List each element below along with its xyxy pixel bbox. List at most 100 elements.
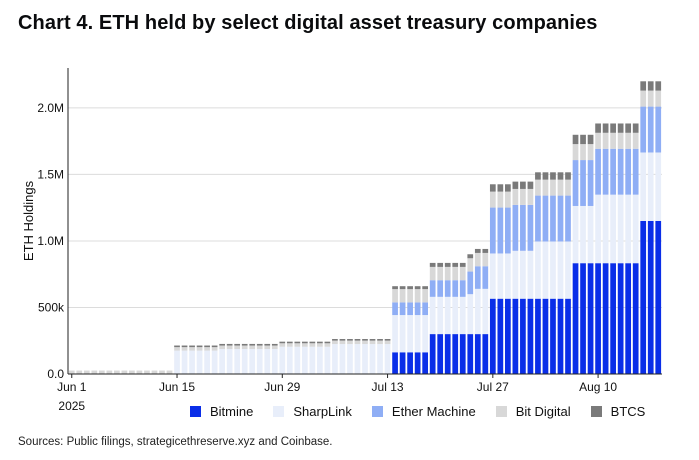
bar-segment xyxy=(174,347,180,351)
legend-item: SharpLink xyxy=(273,404,352,419)
bar-segment xyxy=(474,266,481,289)
bar-segment xyxy=(535,298,541,374)
bar-segment xyxy=(655,106,662,153)
bar-segment xyxy=(301,346,308,374)
bar-segment xyxy=(580,205,586,264)
bar-series xyxy=(68,81,662,374)
bar-segment xyxy=(309,346,316,374)
bar-segment xyxy=(437,296,444,335)
bar-segment xyxy=(647,90,654,107)
bar-segment xyxy=(535,195,541,242)
bar-segment xyxy=(640,106,647,153)
bar-segment xyxy=(204,350,210,374)
bar-segment xyxy=(271,348,278,374)
bar-segment xyxy=(347,339,353,341)
bar-segment xyxy=(595,194,601,264)
bar-segment xyxy=(392,352,398,374)
bar-segment xyxy=(557,172,564,180)
bar-segment xyxy=(422,352,429,374)
bar-segment xyxy=(301,343,308,347)
bar-segment xyxy=(557,179,564,196)
bar-segment xyxy=(520,181,526,189)
bar-segment xyxy=(580,263,586,374)
bar-segment xyxy=(655,81,662,91)
legend-item: Bitmine xyxy=(190,404,253,419)
bar-segment xyxy=(542,195,549,242)
bar-segment xyxy=(527,298,534,374)
bar-segment xyxy=(474,248,481,253)
bar-segment xyxy=(655,221,662,374)
bar-segment xyxy=(369,340,376,345)
bar-segment xyxy=(617,123,624,133)
bar-segment xyxy=(512,181,519,189)
bar-segment xyxy=(467,334,474,374)
bar-segment xyxy=(407,302,413,316)
bar-segment xyxy=(474,252,481,267)
bar-segment xyxy=(399,315,406,353)
bar-segment xyxy=(414,289,421,303)
bar-segment xyxy=(407,286,413,290)
bar-segment xyxy=(407,315,413,353)
bar-segment xyxy=(459,266,466,281)
bar-segment xyxy=(279,346,286,374)
bar-segment xyxy=(489,191,496,208)
bar-segment xyxy=(467,271,474,295)
bar-segment xyxy=(602,148,609,195)
bar-segment xyxy=(580,134,586,145)
bar-segment xyxy=(452,296,459,335)
bar-segment xyxy=(512,250,519,299)
bar-segment xyxy=(625,194,632,264)
bar-segment xyxy=(429,334,436,374)
bar-segment xyxy=(497,253,504,299)
bar-segment xyxy=(587,205,594,264)
bar-segment xyxy=(286,346,293,374)
bar-segment xyxy=(625,132,632,149)
bar-segment xyxy=(542,298,549,374)
bar-segment xyxy=(489,184,496,192)
bar-segment xyxy=(489,253,496,299)
bar-segment xyxy=(632,148,639,195)
bar-segment xyxy=(647,81,654,91)
bar-segment xyxy=(241,343,248,346)
bar-segment xyxy=(392,286,398,290)
bar-segment xyxy=(640,152,647,221)
bar-segment xyxy=(557,241,564,299)
bar-segment xyxy=(565,241,571,299)
bar-segment xyxy=(301,341,308,344)
bar-segment xyxy=(264,348,271,374)
bar-segment xyxy=(452,266,459,281)
bar-segment xyxy=(467,294,474,335)
bar-segment xyxy=(136,370,143,374)
bar-segment xyxy=(196,347,203,351)
bar-segment xyxy=(437,266,444,281)
legend-label: Ether Machine xyxy=(391,404,476,419)
bar-segment xyxy=(610,194,616,264)
bar-segment xyxy=(572,263,579,374)
bar-segment xyxy=(640,221,647,374)
bar-segment xyxy=(520,298,526,374)
bar-segment xyxy=(249,343,256,346)
y-tick-label: 2.0M xyxy=(37,101,64,115)
bar-segment xyxy=(354,340,361,345)
bar-segment xyxy=(339,340,346,345)
x-tick-label: Jul 13 xyxy=(372,380,404,394)
bar-segment xyxy=(414,315,421,353)
bar-segment xyxy=(459,280,466,297)
bar-segment xyxy=(392,315,398,353)
bar-segment xyxy=(505,298,511,374)
bar-segment xyxy=(422,286,429,290)
bar-segment xyxy=(474,288,481,335)
bar-segment xyxy=(565,172,571,180)
legend-item: Ether Machine xyxy=(371,404,476,419)
bar-segment xyxy=(565,179,571,196)
bar-segment xyxy=(520,204,526,251)
bar-segment xyxy=(429,262,436,267)
bar-segment xyxy=(535,179,541,196)
bar-segment xyxy=(174,345,180,348)
bar-segment xyxy=(535,241,541,299)
bar-segment xyxy=(625,148,632,195)
bar-segment xyxy=(189,347,195,351)
bar-segment xyxy=(482,248,489,253)
bar-segment xyxy=(294,341,301,344)
